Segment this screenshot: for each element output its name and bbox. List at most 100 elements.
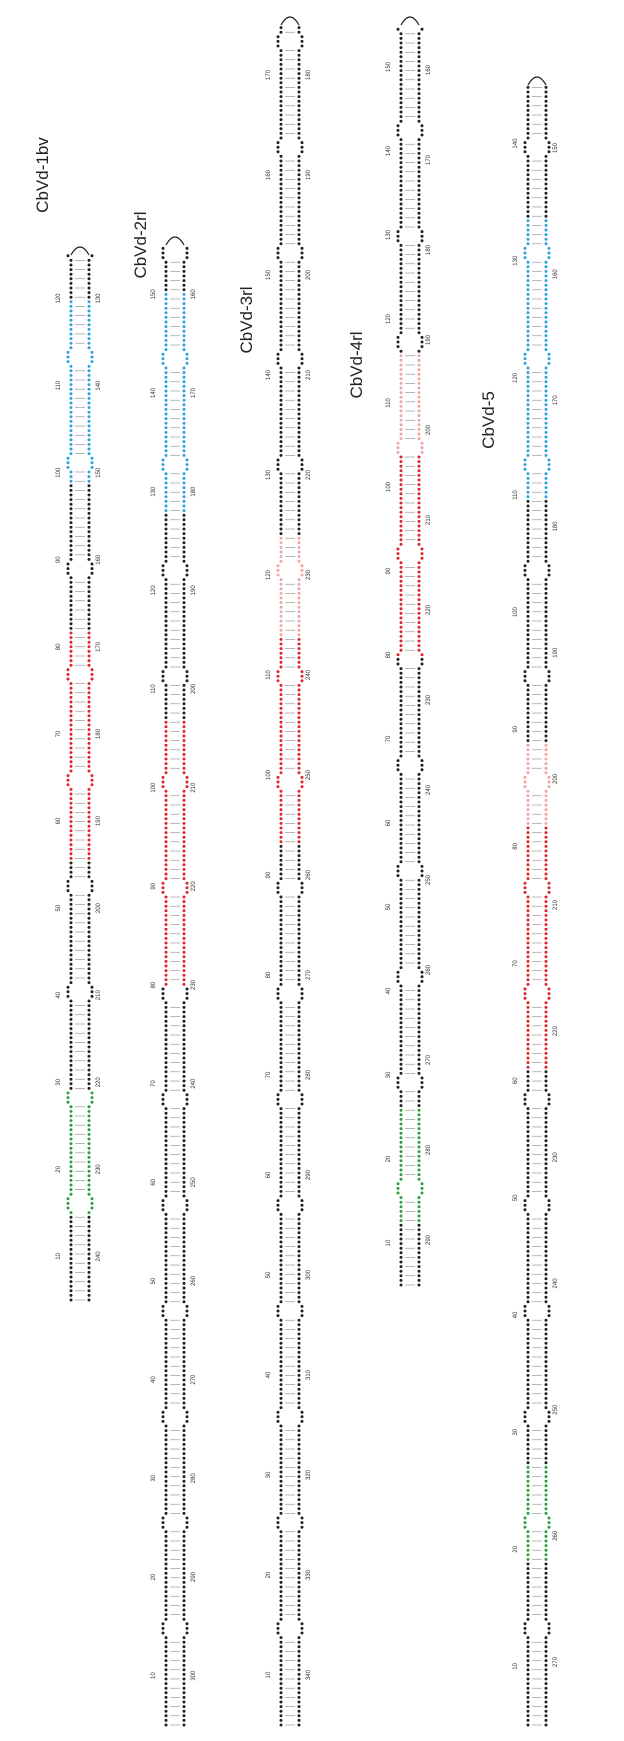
nucleotide	[183, 1636, 186, 1639]
nucleotide	[280, 1185, 283, 1188]
nucleotide	[545, 1466, 548, 1469]
nucleotide	[400, 32, 403, 35]
nucleotide	[527, 261, 530, 264]
nucleotide	[70, 788, 73, 791]
nucleotide	[280, 1650, 283, 1653]
nucleotide	[527, 1158, 530, 1161]
nucleotide	[186, 1204, 189, 1207]
nucleotide	[545, 1636, 548, 1639]
nucleotide	[545, 1259, 548, 1262]
nucleotide	[280, 1351, 283, 1354]
nucleotide	[400, 497, 403, 500]
position-number: 220	[306, 469, 312, 480]
nucleotide	[67, 668, 70, 671]
nucleotide	[280, 344, 283, 347]
nucleotide	[280, 229, 283, 232]
nucleotide	[280, 219, 283, 222]
nucleotide	[298, 137, 301, 140]
nucleotide	[280, 827, 283, 830]
nucleotide	[527, 1126, 530, 1129]
nucleotide	[183, 288, 186, 291]
nucleotide	[545, 339, 548, 342]
nucleotide	[70, 1004, 73, 1007]
nucleotide	[70, 1147, 73, 1150]
nucleotide	[301, 463, 304, 466]
nucleotide	[70, 448, 73, 451]
nucleotide	[524, 992, 527, 995]
nucleotide	[70, 365, 73, 368]
nucleotide	[301, 574, 304, 577]
nucleotide	[183, 1245, 186, 1248]
nucleotide	[418, 920, 421, 923]
nucleotide	[70, 834, 73, 837]
nucleotide	[545, 638, 548, 641]
nucleotide	[183, 1264, 186, 1267]
nucleotide	[88, 756, 91, 759]
nucleotide	[545, 1231, 548, 1234]
nucleotide	[418, 911, 421, 914]
nucleotide	[298, 877, 301, 880]
nucleotide	[418, 727, 421, 730]
nucleotide	[418, 147, 421, 150]
nucleotide	[165, 712, 168, 715]
nucleotide	[70, 521, 73, 524]
nucleotide	[280, 707, 283, 710]
nucleotide	[88, 788, 91, 791]
nucleotide	[183, 1181, 186, 1184]
position-number: 110	[266, 670, 272, 680]
nucleotide	[298, 178, 301, 181]
nucleotide	[400, 736, 403, 739]
nucleotide	[545, 196, 548, 199]
nucleotide	[527, 1112, 530, 1115]
nucleotide	[545, 721, 548, 724]
nucleotide	[298, 537, 301, 540]
nucleotide	[301, 564, 304, 567]
nucleotide	[545, 1650, 548, 1653]
nucleotide	[527, 500, 530, 503]
nucleotide	[545, 1664, 548, 1667]
nucleotide	[545, 422, 548, 425]
nucleotide	[545, 1172, 548, 1175]
nucleotide	[400, 1164, 403, 1167]
nucleotide	[418, 543, 421, 546]
nucleotide	[298, 1512, 301, 1515]
nucleotide	[280, 1245, 283, 1248]
nucleotide	[183, 1268, 186, 1271]
position-number: 110	[151, 684, 157, 694]
nucleotide	[298, 104, 301, 107]
nucleotide	[88, 1133, 91, 1136]
nucleotide	[548, 1103, 551, 1106]
nucleotide	[165, 1724, 168, 1727]
nucleotide	[298, 1333, 301, 1336]
nucleotide	[70, 894, 73, 897]
nucleotide	[165, 739, 168, 742]
nucleotide	[298, 1567, 301, 1570]
nucleotide	[88, 705, 91, 708]
hairpin-loop	[166, 237, 184, 245]
nucleotide	[70, 1082, 73, 1085]
nucleotide	[545, 1710, 548, 1713]
nucleotide	[67, 779, 70, 782]
nucleotide	[418, 791, 421, 794]
nucleotide	[183, 1080, 186, 1083]
position-number: 240	[306, 669, 312, 680]
nucleotide	[165, 1195, 168, 1198]
nucleotide	[527, 854, 530, 857]
nucleotide	[165, 1498, 168, 1501]
position-number: 250	[191, 1177, 197, 1188]
position-number: 50	[151, 1277, 157, 1284]
nucleotide	[301, 1204, 304, 1207]
nucleotide	[165, 1512, 168, 1515]
nucleotide	[280, 560, 283, 563]
nucleotide	[527, 505, 530, 508]
nucleotide	[70, 770, 73, 773]
nucleotide	[280, 914, 283, 917]
position-number: 150	[553, 142, 559, 153]
nucleotide	[88, 977, 91, 980]
nucleotide	[527, 431, 530, 434]
nucleotide	[524, 988, 527, 991]
nucleotide	[280, 1323, 283, 1326]
nucleotide	[88, 912, 91, 915]
nucleotide	[527, 514, 530, 517]
nucleotide	[183, 495, 186, 498]
